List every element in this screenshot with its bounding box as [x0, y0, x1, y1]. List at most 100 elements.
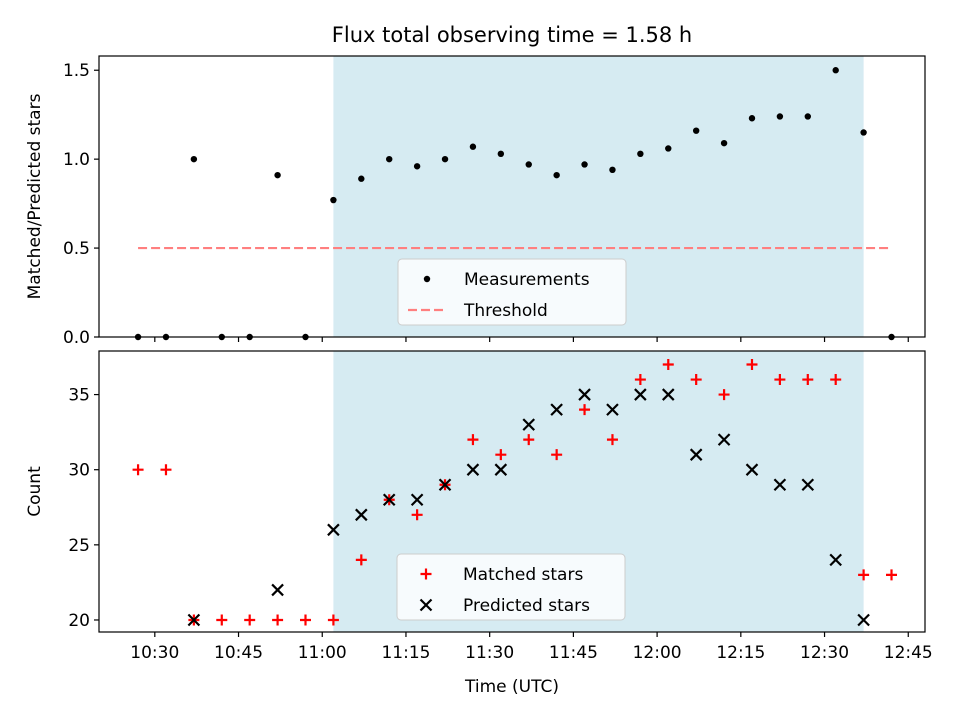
- ratio-measurement-point: [804, 113, 811, 120]
- x-tick-label: 12:30: [800, 643, 849, 663]
- counts-predicted-point: [689, 448, 703, 461]
- counts-matched-point: [690, 374, 702, 386]
- ratio-y-axis-label: Matched/Predicted stars: [25, 93, 45, 299]
- counts-matched-point: [132, 464, 144, 476]
- counts-matched-point: [802, 374, 814, 386]
- x-tick-label: 10:30: [130, 643, 179, 663]
- counts-predicted-point: [801, 478, 815, 492]
- counts-y-tick-label: 20: [68, 611, 90, 631]
- counts-predicted-point: [578, 388, 591, 401]
- counts-matched-point: [858, 569, 870, 581]
- counts-matched-point: [216, 614, 228, 626]
- ratio-measurement-point: [692, 127, 700, 134]
- x-tick-label: 12:15: [716, 643, 765, 663]
- counts-matched-point: [467, 434, 479, 446]
- ratio-measurement-point: [497, 150, 505, 158]
- counts-axes-frame: [98, 350, 926, 633]
- counts-predicted-point: [634, 388, 647, 401]
- ratio-measurement-point: [413, 163, 421, 170]
- ratio-measurement-point: [525, 161, 532, 168]
- x-tick-label: 11:45: [549, 643, 598, 663]
- ratio-legend-label: Threshold: [463, 301, 548, 321]
- counts-predicted-point: [829, 553, 842, 567]
- ratio-measurement-point: [776, 113, 784, 120]
- x-axis-label: Time (UTC): [464, 677, 559, 697]
- counts-predicted-point: [438, 478, 452, 492]
- counts-predicted-point: [717, 433, 731, 446]
- ratio-y-tick-label: 1.0: [63, 150, 90, 170]
- counts-predicted-point: [745, 463, 759, 476]
- ratio-measurement-point: [190, 155, 198, 163]
- ratio-measurement-point: [330, 196, 337, 204]
- counts-matched-point: [523, 434, 535, 446]
- ratio-y-tick-label: 1.5: [63, 61, 90, 81]
- counts-matched-point: [551, 449, 563, 461]
- ratio-measurement-point: [469, 143, 477, 150]
- ratio-measurement-point: [720, 139, 728, 147]
- ratio-measurement-point: [386, 155, 393, 163]
- counts-predicted-point: [773, 478, 787, 492]
- ratio-measurement-point: [748, 115, 756, 122]
- chart-title: Flux total observing time = 1.58 h: [332, 23, 692, 47]
- counts-predicted-point: [410, 493, 424, 507]
- counts-matched-point: [272, 614, 284, 626]
- counts-matched-point: [327, 614, 339, 626]
- counts-matched-point: [579, 404, 591, 416]
- ratio-measurement-point: [637, 150, 644, 158]
- ratio-measurement-point: [860, 129, 867, 136]
- counts-predicted-point: [466, 463, 480, 476]
- ratio-axes-frame: [98, 55, 926, 338]
- counts-y-tick-label: 25: [68, 536, 90, 556]
- counts-matched-point: [300, 614, 311, 626]
- counts-matched-point: [830, 374, 842, 386]
- ratio-measurement-point: [358, 175, 365, 182]
- counts-predicted-point: [187, 613, 201, 627]
- counts-predicted-point: [271, 583, 284, 597]
- counts-predicted-point: [494, 463, 508, 476]
- ratio-measurement-point: [553, 171, 560, 179]
- counts-matched-point: [774, 374, 786, 386]
- x-tick-label: 12:45: [884, 643, 933, 663]
- counts-predicted-point: [857, 613, 870, 627]
- counts-matched-point: [411, 509, 423, 521]
- counts-matched-point: [495, 449, 507, 461]
- counts-predicted-point: [382, 493, 396, 507]
- ratio-measurement-point: [832, 67, 839, 74]
- ratio-measurement-point: [274, 171, 281, 179]
- ratio-y-tick-label: 0.5: [63, 239, 90, 259]
- counts-y-tick-label: 35: [68, 386, 90, 406]
- x-tick-label: 11:30: [465, 643, 514, 663]
- ratio-measurement-point: [665, 145, 672, 152]
- counts-matched-point: [355, 554, 367, 566]
- ratio-legend-swatch: [423, 275, 431, 283]
- counts-legend-label: Matched stars: [463, 565, 583, 585]
- x-tick-label: 11:15: [381, 643, 430, 663]
- counts-legend-box: [396, 553, 626, 621]
- counts-matched-point: [718, 389, 730, 401]
- counts-matched-point: [606, 434, 618, 446]
- ratio-legend-label: Measurements: [464, 270, 590, 290]
- ratio-measurement-point: [441, 155, 449, 163]
- ratio-y-tick-label: 0.0: [63, 328, 90, 348]
- counts-predicted-point: [661, 388, 675, 401]
- x-tick-label: 12:00: [633, 643, 682, 663]
- counts-predicted-point: [327, 523, 340, 537]
- counts-matched-point: [634, 374, 646, 386]
- counts-legend: Matched stars Predicted stars: [396, 553, 626, 621]
- x-tick-label: 11:00: [298, 643, 347, 663]
- counts-legend-label: Predicted stars: [463, 596, 590, 616]
- counts-predicted-point: [355, 508, 368, 522]
- counts-predicted-point: [522, 418, 536, 431]
- counts-matched-point: [662, 359, 674, 371]
- counts-matched-point: [886, 569, 898, 581]
- ratio-legend-box: [397, 258, 627, 326]
- ratio-measurement-point: [581, 161, 588, 168]
- counts-legend-swatch: [420, 568, 432, 580]
- counts-matched-point: [160, 464, 172, 476]
- counts-y-axis-label: Count: [25, 466, 45, 517]
- ratio-legend: Measurements Threshold: [397, 258, 627, 326]
- counts-y-tick-label: 30: [68, 461, 90, 481]
- ratio-panel: 0.0 0.5 1.0 1.5 Matched/Predicted stars Measu…: [25, 55, 926, 348]
- counts-matched-point: [244, 614, 256, 626]
